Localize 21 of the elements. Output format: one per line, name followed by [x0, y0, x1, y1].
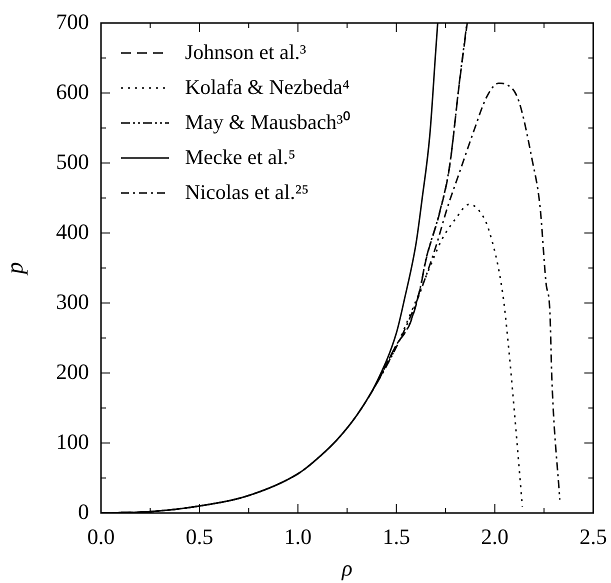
x-tick-label: 1.5	[382, 524, 410, 549]
x-tick-label: 1.0	[284, 524, 312, 549]
y-tick-label: 500	[56, 148, 89, 174]
legend-label: Johnson et al.³	[185, 39, 306, 66]
y-tick-label: 0	[78, 498, 89, 524]
y-tick-label: 700	[56, 8, 89, 34]
x-tick-label: 0.0	[87, 524, 115, 549]
y-tick-label: 200	[56, 358, 89, 384]
legend-label: Nicolas et al.²⁵	[185, 179, 309, 206]
y-tick-label: 600	[56, 78, 89, 104]
x-tick-label: 2.5	[580, 524, 607, 549]
legend-label: May & Mausbach³⁰	[185, 109, 350, 136]
x-tick-label: 0.5	[186, 524, 214, 549]
x-axis-title: ρ	[340, 556, 352, 581]
y-tick-label: 300	[56, 288, 89, 314]
x-tick-label: 2.0	[481, 524, 509, 549]
legend-label: Kolafa & Nezbeda⁴	[185, 74, 350, 101]
y-tick-label: 400	[56, 218, 89, 244]
y-tick-label: 100	[56, 428, 89, 454]
legend-label: Mecke et al.⁵	[185, 144, 296, 171]
y-axis-title: p	[2, 262, 29, 276]
